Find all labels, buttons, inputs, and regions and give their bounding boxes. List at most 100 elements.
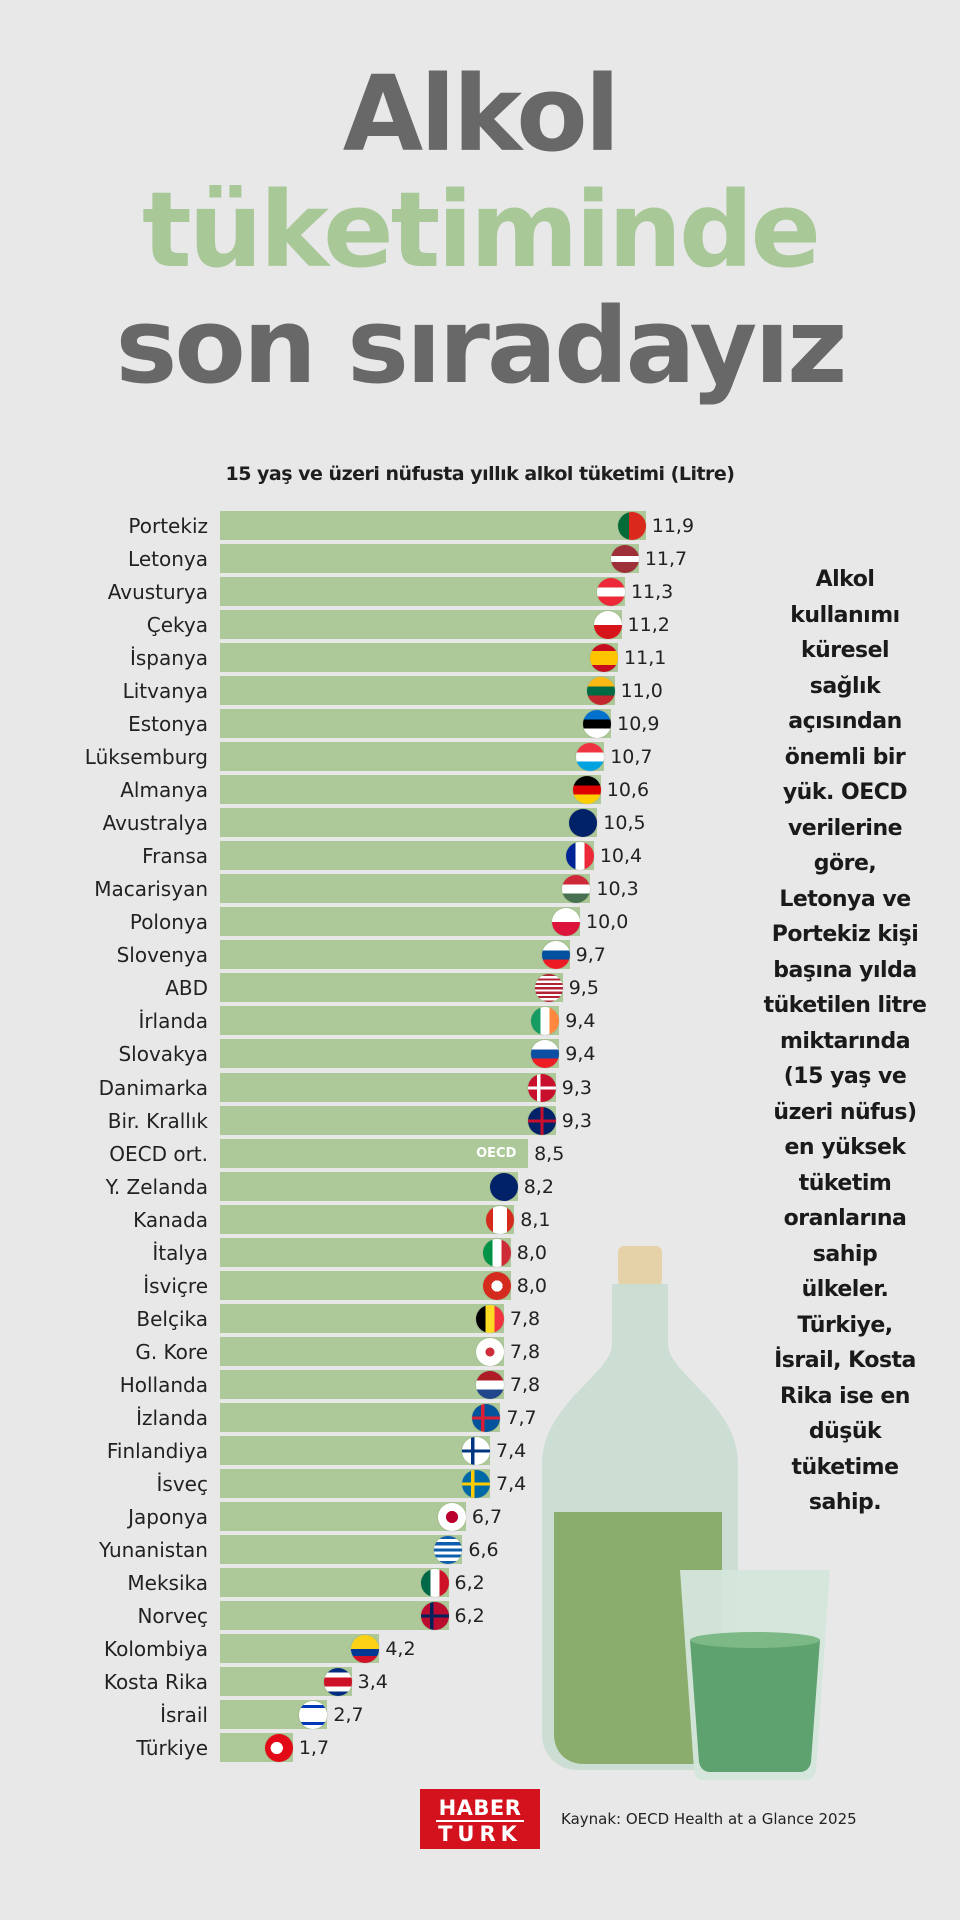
- category-label: İsviçre: [143, 1273, 208, 1298]
- category-label: Estonya: [128, 712, 208, 737]
- bar: [220, 940, 570, 970]
- value-label: 8,0: [516, 1241, 548, 1264]
- value-label: 8,1: [520, 1208, 551, 1231]
- value-label: 10,0: [586, 911, 629, 934]
- value-label: 1,7: [298, 1737, 330, 1760]
- title-line-2: tüketiminde: [141, 169, 821, 291]
- flag-pl-icon: [552, 908, 580, 937]
- note-line: küresel: [800, 638, 890, 663]
- value-label: 9,7: [575, 944, 606, 967]
- value-label: 8,0: [516, 1274, 548, 1297]
- bar-row: Fransa 10,4: [0, 841, 960, 871]
- bar-row: Japonya 6,7: [0, 1501, 960, 1532]
- category-label: Meksika: [127, 1570, 208, 1595]
- note-line: Rika ise en: [780, 1383, 910, 1409]
- bar-row: Letonya 11,7: [0, 544, 960, 574]
- value-label: 6,6: [468, 1538, 499, 1561]
- note-line: üzeri nüfus): [773, 1099, 917, 1125]
- category-label: Almanya: [120, 778, 208, 803]
- bar-row: Belçika 7,8: [0, 1303, 960, 1334]
- category-label: Portekiz: [128, 514, 208, 538]
- bar: [220, 907, 580, 937]
- value-label: 10,6: [606, 779, 650, 802]
- bar: [220, 1237, 511, 1267]
- bar: [220, 1567, 449, 1597]
- category-label: Letonya: [128, 547, 208, 572]
- bar-row: Kosta Rika 3,4: [0, 1667, 960, 1697]
- flag-jp-icon: [437, 1502, 466, 1531]
- flag-ie-icon: [531, 1007, 560, 1036]
- flag-gb-icon: [527, 1106, 556, 1135]
- bar: [220, 1402, 501, 1432]
- bar-row: Avustralya 10,5: [0, 808, 960, 838]
- category-label: Litvanya: [122, 679, 208, 704]
- note-line: kullanımı: [790, 602, 900, 628]
- bar: [220, 1369, 504, 1399]
- value-label: 11,1: [624, 647, 667, 670]
- bar-row: Çekya 11,2: [0, 610, 960, 640]
- note-line: Portekiz kişi: [771, 922, 919, 947]
- bar-row: Portekiz 11,9: [0, 511, 960, 541]
- category-label: Hollanda: [119, 1372, 208, 1397]
- value-label: 8,2: [523, 1175, 554, 1198]
- bar: [220, 676, 615, 706]
- value-label: 7,8: [509, 1307, 541, 1330]
- haberturk-logo: HABER TURK: [420, 1789, 540, 1849]
- value-label: 6,2: [454, 1604, 485, 1627]
- bar: [220, 1072, 556, 1102]
- chart-title: 15 yaş ve üzeri nüfusta yıllık alkol tük…: [225, 463, 735, 485]
- category-label: İsveç: [156, 1471, 208, 1496]
- bar: [220, 1171, 518, 1201]
- flag-si-icon: [541, 941, 570, 970]
- bar: [220, 874, 591, 904]
- category-label: Yunanistan: [99, 1537, 208, 1562]
- category-label: Norveç: [137, 1603, 208, 1628]
- bar: [220, 709, 612, 739]
- note-line: sağlık: [809, 673, 881, 699]
- note-line: sahip.: [808, 1490, 882, 1515]
- flag-cr-icon: [323, 1668, 352, 1697]
- flag-fi-icon: [462, 1436, 491, 1465]
- bar-row: G. Kore 7,8: [0, 1336, 960, 1367]
- category-label: OECD ort.: [109, 1141, 208, 1166]
- value-label: 4,2: [385, 1638, 416, 1661]
- bar: [220, 1105, 556, 1135]
- category-label: Fransa: [142, 844, 208, 869]
- flag-be-icon: [475, 1304, 504, 1333]
- value-label: 9,3: [561, 1076, 592, 1099]
- flag-dk-icon: [527, 1073, 556, 1102]
- note-line: ülkeler.: [801, 1277, 889, 1302]
- bar: [220, 511, 646, 540]
- bar: [220, 808, 598, 838]
- bar: [220, 1270, 511, 1300]
- flag-ee-icon: [583, 710, 612, 739]
- flag-lt-icon: [586, 677, 615, 706]
- bar-row: Polonya 10,0: [0, 907, 960, 937]
- bar-row: Y. Zelanda 8,2: [0, 1171, 960, 1202]
- note-text: Alkol kullanımı küresel sağlık açısından önem…: [740, 562, 950, 1521]
- note-line: oranlarına: [783, 1206, 907, 1231]
- value-label: 10,3: [596, 878, 639, 901]
- bar-row: Macarisyan 10,3: [0, 874, 960, 904]
- value-label: 11,3: [630, 581, 674, 604]
- note-line: göre,: [813, 851, 877, 876]
- flag-hu-icon: [562, 875, 591, 904]
- bar: [220, 1435, 491, 1465]
- value-label: 9,4: [565, 1043, 596, 1066]
- flag-fr-icon: [565, 842, 594, 871]
- category-label: Macarisyan: [94, 877, 208, 902]
- value-label: 8,5: [534, 1142, 565, 1165]
- flag-de-icon: [572, 776, 601, 805]
- category-label: Bir. Krallık: [107, 1108, 208, 1133]
- bar-row: Kolombiya 4,2: [0, 1634, 960, 1664]
- category-label: Lüksemburg: [84, 745, 208, 770]
- bar-row: Meksika 6,2: [0, 1567, 960, 1598]
- flag-sk-icon: [531, 1040, 560, 1069]
- note-line: İsrail, Kosta: [774, 1348, 916, 1373]
- flag-it-icon: [482, 1238, 511, 1267]
- bar-row: Lüksemburg 10,7: [0, 742, 960, 772]
- category-label: Kosta Rika: [103, 1670, 208, 1695]
- bar: [220, 1600, 449, 1630]
- category-label: Finlandiya: [106, 1438, 208, 1463]
